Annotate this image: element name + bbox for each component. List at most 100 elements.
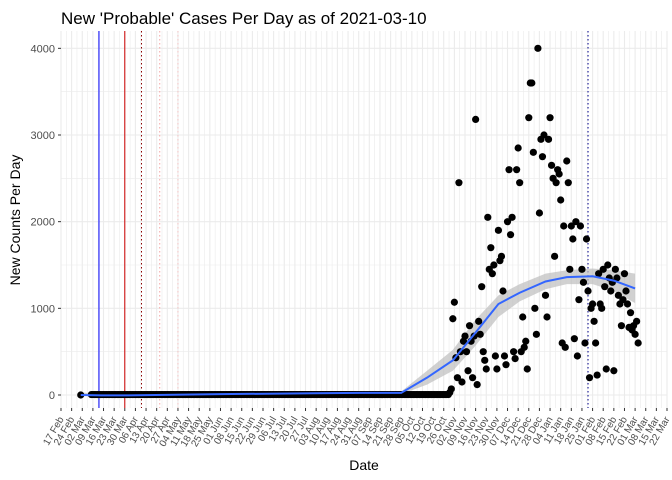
- data-point: [560, 222, 568, 230]
- data-point: [617, 322, 626, 330]
- data-point: [506, 231, 515, 239]
- data-point: [582, 235, 591, 243]
- data-point: [538, 153, 547, 161]
- y-tick-label: 1000: [31, 303, 55, 315]
- data-point: [475, 317, 483, 325]
- data-point: [468, 374, 477, 382]
- data-point: [508, 213, 516, 221]
- y-tick-label: 0: [49, 390, 55, 402]
- data-point: [541, 291, 550, 299]
- data-point: [450, 298, 458, 306]
- data-point: [499, 287, 507, 295]
- data-point: [522, 337, 530, 345]
- data-point: [516, 179, 524, 187]
- data-point: [569, 235, 577, 243]
- smooth-trend-line: [80, 275, 636, 397]
- data-point: [472, 115, 480, 123]
- data-point: [607, 287, 615, 295]
- data-point: [579, 278, 588, 286]
- data-point: [578, 265, 586, 273]
- y-axis-ticks: 0 1000 2000 3000 4000: [31, 43, 61, 402]
- data-point: [633, 317, 641, 325]
- data-point: [575, 296, 583, 304]
- data-point: [552, 179, 560, 187]
- data-point: [570, 335, 578, 343]
- data-point: [590, 317, 598, 325]
- data-point: [620, 270, 629, 278]
- data-point: [555, 170, 563, 178]
- data-point: [453, 374, 462, 382]
- data-point: [613, 274, 621, 282]
- data-point: [626, 309, 635, 317]
- data-point: [482, 365, 490, 373]
- data-point: [623, 300, 632, 308]
- data-point: [491, 352, 499, 360]
- data-point: [557, 196, 565, 204]
- data-point: [461, 332, 469, 340]
- data-point: [494, 226, 503, 234]
- data-point: [534, 44, 542, 52]
- data-point: [484, 213, 492, 221]
- data-point: [520, 343, 528, 351]
- data-point: [500, 352, 509, 360]
- data-point: [476, 330, 484, 338]
- data-point: [561, 343, 569, 351]
- y-tick-label: 2000: [31, 217, 55, 229]
- data-point: [585, 374, 594, 382]
- data-point: [602, 365, 610, 373]
- data-point: [449, 315, 457, 323]
- data-point: [631, 330, 639, 338]
- data-point: [513, 166, 521, 174]
- data-point: [634, 339, 642, 347]
- data-point: [493, 365, 501, 373]
- data-point: [573, 352, 581, 360]
- data-point: [531, 304, 539, 312]
- data-point: [519, 313, 527, 321]
- data-point: [567, 222, 575, 230]
- data-point: [490, 261, 498, 269]
- y-tick-label: 3000: [31, 130, 55, 142]
- data-point: [465, 322, 474, 330]
- data-point: [592, 339, 600, 347]
- data-point: [487, 244, 495, 252]
- data-point: [540, 131, 548, 139]
- data-point: [514, 144, 522, 152]
- data-point: [462, 348, 471, 356]
- data-point: [543, 313, 551, 321]
- data-point: [479, 348, 487, 356]
- data-point: [447, 385, 455, 393]
- data-point: [601, 283, 609, 291]
- x-axis-title: Date: [349, 457, 379, 473]
- data-point: [604, 261, 612, 269]
- data-point: [502, 361, 510, 369]
- data-point: [611, 265, 619, 273]
- confidence-band: [80, 268, 636, 397]
- data-point: [544, 135, 553, 143]
- smooth-line: [80, 275, 636, 397]
- data-point: [525, 114, 533, 122]
- grid-lines: [60, 31, 668, 408]
- data-point: [614, 291, 622, 299]
- data-point: [622, 287, 630, 295]
- data-point: [523, 365, 531, 373]
- data-point: [551, 252, 559, 260]
- data-point: [532, 330, 540, 338]
- data-point: [546, 114, 554, 122]
- data-point: [547, 161, 556, 169]
- data-point: [510, 348, 518, 356]
- data-point: [619, 296, 627, 304]
- data-point: [610, 367, 618, 375]
- data-point: [535, 209, 544, 217]
- data-point: [563, 157, 571, 165]
- data-point: [566, 265, 574, 273]
- data-point: [598, 304, 606, 312]
- data-point: [529, 148, 537, 156]
- data-point: [511, 355, 519, 363]
- chart-title: New 'Probable' Cases Per Day as of 2021-…: [61, 9, 427, 28]
- data-point: [458, 378, 466, 386]
- data-point: [581, 339, 589, 347]
- data-point: [503, 218, 512, 226]
- data-point: [497, 252, 506, 260]
- data-point: [478, 283, 486, 291]
- data-point: [488, 270, 496, 278]
